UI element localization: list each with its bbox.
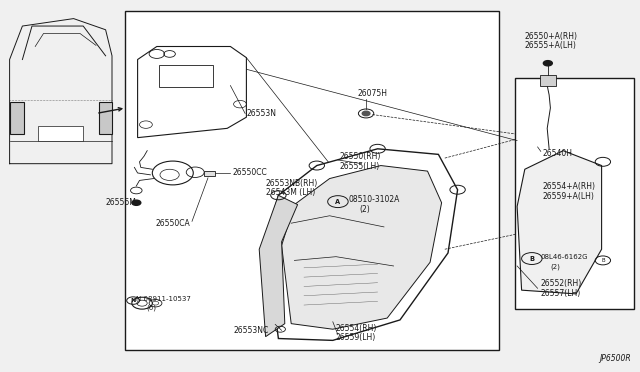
Text: 26550+A(RH): 26550+A(RH) <box>525 32 578 41</box>
Text: (6): (6) <box>146 305 156 311</box>
Text: (2): (2) <box>360 205 371 214</box>
Text: 26553NB(RH): 26553NB(RH) <box>266 179 318 187</box>
Text: 26550(RH): 26550(RH) <box>339 153 381 161</box>
Polygon shape <box>259 195 298 337</box>
Text: 26555(LH): 26555(LH) <box>339 162 380 171</box>
Text: 08L46-6162G: 08L46-6162G <box>541 254 588 260</box>
Text: N 08911-10537: N 08911-10537 <box>136 296 191 302</box>
Text: 26540H: 26540H <box>543 149 573 158</box>
Text: N: N <box>131 298 136 303</box>
Bar <box>99 102 112 134</box>
Polygon shape <box>138 46 246 138</box>
Text: 26543M (LH): 26543M (LH) <box>266 188 315 197</box>
Text: 08510-3102A: 08510-3102A <box>349 195 400 204</box>
Bar <box>10 102 24 134</box>
Text: B: B <box>529 256 534 262</box>
Text: B: B <box>601 258 605 263</box>
Bar <box>540 75 556 86</box>
Polygon shape <box>266 149 458 340</box>
Polygon shape <box>517 151 602 294</box>
Text: 26554+A(RH): 26554+A(RH) <box>543 182 596 191</box>
Bar <box>204 171 215 176</box>
Text: 26559(LH): 26559(LH) <box>336 333 376 342</box>
Bar <box>125 11 499 350</box>
Text: JP6500R: JP6500R <box>599 354 630 363</box>
Circle shape <box>543 61 552 66</box>
Text: 26552(RH): 26552(RH) <box>541 279 582 288</box>
Text: 26550CC: 26550CC <box>232 169 267 177</box>
Circle shape <box>362 111 370 116</box>
Text: 26075H: 26075H <box>357 89 387 98</box>
Text: 26554(RH): 26554(RH) <box>336 324 378 333</box>
Text: 26556M: 26556M <box>106 198 136 207</box>
Text: 26557(LH): 26557(LH) <box>541 289 581 298</box>
Text: (2): (2) <box>550 264 560 270</box>
Bar <box>159 65 213 87</box>
Text: 26555+A(LH): 26555+A(LH) <box>525 41 577 50</box>
Circle shape <box>132 200 141 205</box>
Bar <box>38 126 83 141</box>
Text: 26553NC: 26553NC <box>234 326 269 335</box>
Text: A: A <box>335 199 340 205</box>
Bar <box>515 78 634 309</box>
Polygon shape <box>282 166 442 329</box>
Text: 26559+A(LH): 26559+A(LH) <box>543 192 595 201</box>
Text: 26550CA: 26550CA <box>156 219 191 228</box>
Text: 26553N: 26553N <box>246 109 276 118</box>
